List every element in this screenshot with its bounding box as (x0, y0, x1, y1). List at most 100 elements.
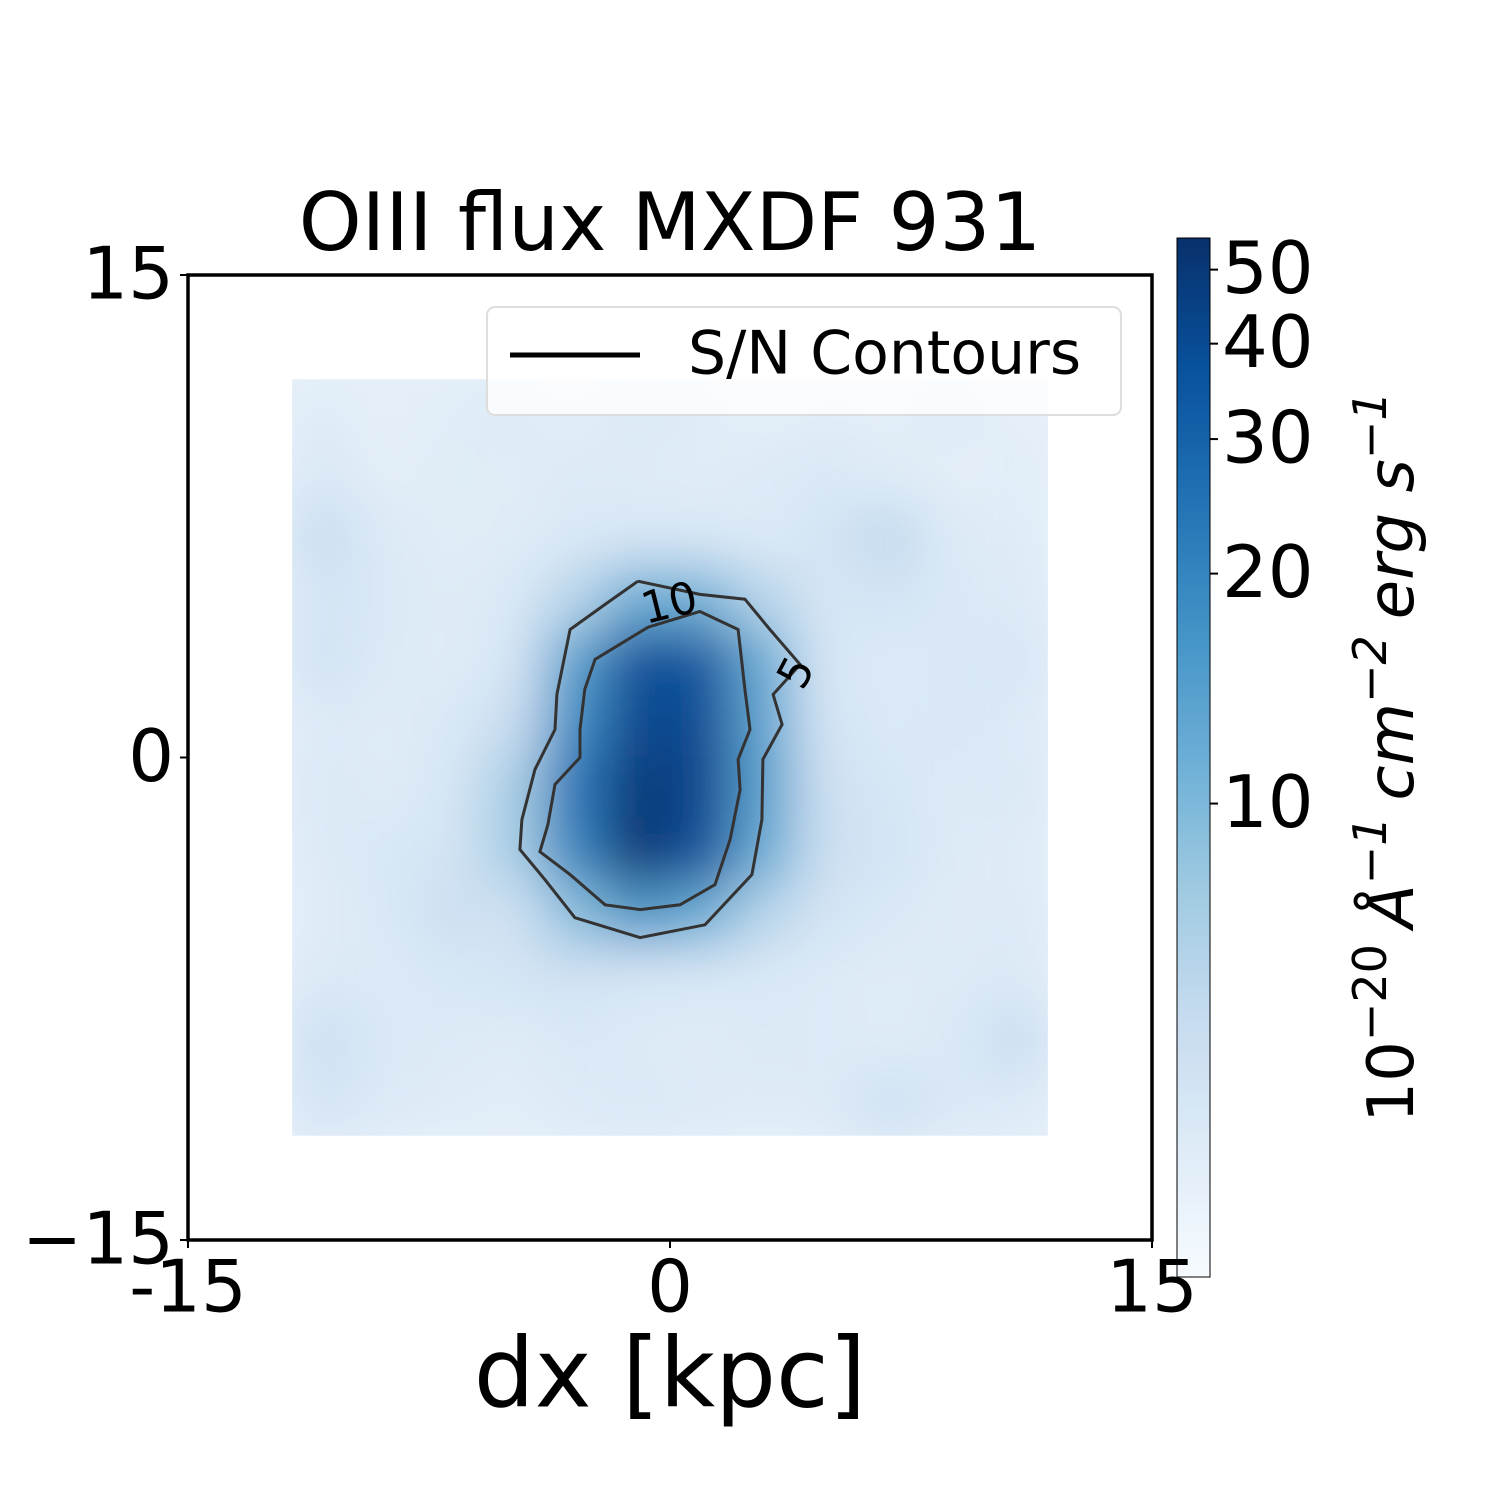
heatmap-cell (606, 693, 671, 759)
heatmap-cell (606, 441, 671, 507)
heatmap-cell (731, 441, 797, 507)
colorbar-label-sup: −1 (1343, 391, 1397, 459)
heatmap-cell (417, 379, 483, 444)
heatmap-cell (857, 819, 923, 885)
heatmap-cell (292, 1071, 357, 1136)
heatmap-cell (292, 945, 357, 1011)
heatmap-cell (606, 630, 671, 696)
heatmap-cell (857, 630, 923, 696)
heatmap-cell (354, 1071, 420, 1136)
heatmap-cell (480, 1071, 546, 1136)
heatmap-cell (543, 1008, 609, 1074)
heatmap-cell (417, 945, 483, 1011)
heatmap-cell (794, 504, 860, 570)
heatmap-cell (543, 567, 609, 633)
heatmap-cell (920, 441, 986, 507)
heatmap-cell (983, 819, 1048, 885)
heatmap-cell (731, 756, 797, 822)
heatmap-cell (417, 567, 483, 633)
y-tick-label: −15 (22, 1197, 174, 1281)
heatmap-cell (543, 693, 609, 759)
heatmap-cell (983, 882, 1048, 948)
heatmap-cell (794, 630, 860, 696)
colorbar-tick-label: 30 (1222, 396, 1314, 480)
heatmap-cell (857, 1071, 923, 1136)
heatmap-cell (920, 693, 986, 759)
x-tick-label: 15 (1106, 1245, 1198, 1329)
heatmap-cell (543, 441, 609, 507)
colorbar-label-sup: −2 (1343, 635, 1397, 703)
heatmap-cell (354, 819, 420, 885)
colorbar-tick-label: 20 (1222, 530, 1314, 614)
heatmap-cell (669, 504, 734, 570)
heatmap-cell (669, 1008, 734, 1074)
heatmap-cell (480, 567, 546, 633)
heatmap-cell (417, 693, 483, 759)
heatmap-cell (794, 1008, 860, 1074)
legend-label: S/N Contours (688, 319, 1081, 389)
colorbar-label-base: Å (1353, 884, 1429, 932)
x-tick-label: -15 (129, 1245, 247, 1329)
heatmap-cell (983, 1008, 1048, 1074)
y-tick-label: 0 (128, 714, 174, 798)
heatmap-cell (543, 882, 609, 948)
heatmap-cell (794, 882, 860, 948)
heatmap-cell (292, 882, 357, 948)
heatmap-cell (983, 567, 1048, 633)
heatmap-cell (480, 504, 546, 570)
heatmap-cell (920, 819, 986, 885)
heatmap-cell (417, 504, 483, 570)
heatmap-cell (417, 882, 483, 948)
heatmap-cell (292, 504, 357, 570)
heatmap-cell (606, 504, 671, 570)
heatmap-cell (606, 567, 671, 633)
heatmap-cell (480, 819, 546, 885)
heatmap-cell (857, 693, 923, 759)
heatmap-cell (857, 882, 923, 948)
x-axis-label: dx [kpc] (474, 1317, 866, 1429)
heatmap-cell (857, 945, 923, 1011)
chart-title: OIII flux MXDF 931 (299, 176, 1042, 269)
heatmap-cell (417, 630, 483, 696)
heatmap-cell (857, 567, 923, 633)
heatmap-cell (794, 567, 860, 633)
heatmap-cell (669, 630, 734, 696)
heatmap-cell (417, 819, 483, 885)
heatmap-cell (480, 693, 546, 759)
heatmap-cell (354, 567, 420, 633)
heatmap-cell (606, 819, 671, 885)
image-cells (292, 379, 1048, 1136)
heatmap-cell (794, 945, 860, 1011)
heatmap-cell (794, 819, 860, 885)
heatmap-cell (983, 504, 1048, 570)
heatmap-cell (292, 379, 357, 444)
heatmap-cell (920, 630, 986, 696)
heatmap-cell (417, 1008, 483, 1074)
colorbar-label-base: erg s (1355, 459, 1429, 619)
heatmap-cell (354, 630, 420, 696)
heatmap-cell (543, 819, 609, 885)
heatmap-cell (354, 693, 420, 759)
heatmap-cell (606, 1008, 671, 1074)
heatmap-cell (794, 441, 860, 507)
colorbar-tick-label: 50 (1222, 226, 1314, 310)
y-tick-label: 15 (82, 232, 174, 316)
heatmap-cell (794, 1071, 860, 1136)
heatmap-cell (480, 945, 546, 1011)
heatmap-cell (669, 693, 734, 759)
colorbar-label-sup: −20 (1343, 944, 1397, 1041)
heatmap-cell (983, 630, 1048, 696)
heatmap-cell (480, 1008, 546, 1074)
heatmap-cell (292, 819, 357, 885)
heatmap-cell (731, 945, 797, 1011)
x-tick-label: 0 (647, 1245, 693, 1329)
colorbar-label-sup: −1 (1343, 817, 1397, 885)
heatmap-cell (354, 379, 420, 444)
heatmap-cell (731, 1071, 797, 1136)
heatmap-cell (606, 945, 671, 1011)
heatmap-cell (292, 756, 357, 822)
heatmap-cell (920, 882, 986, 948)
heatmap-cell (731, 882, 797, 948)
legend-box (486, 306, 1122, 416)
